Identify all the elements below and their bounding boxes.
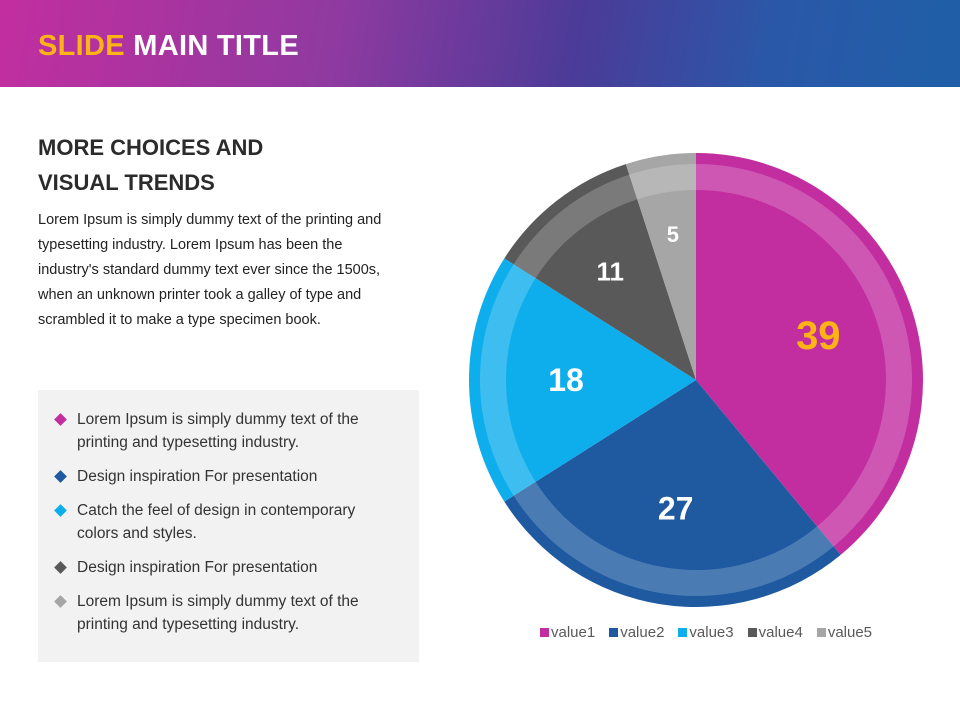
data-label-value5: 5 <box>667 222 679 247</box>
pie-slice-value1 <box>696 153 923 555</box>
slide-title: SLIDE MAIN TITLE <box>38 30 299 63</box>
bullet-item: Catch the feel of design in contemporary… <box>54 499 397 545</box>
chart-legend: value1 value2 value3 value4 value5 <box>540 624 872 641</box>
bullet-box: Lorem Ipsum is simply dummy text of the … <box>38 390 419 662</box>
bullet-item: Lorem Ipsum is simply dummy text of the … <box>54 590 397 636</box>
legend-label: value1 <box>551 624 596 641</box>
data-label-value1: 39 <box>796 314 841 358</box>
legend-item: value1 <box>540 624 595 641</box>
bullet-text: Design inspiration For presentation <box>77 559 318 576</box>
legend-swatch <box>678 628 688 637</box>
pie-slice-value4 <box>504 164 696 380</box>
header-banner: SLIDE MAIN TITLE <box>0 0 960 87</box>
legend-item: value2 <box>609 624 664 641</box>
pie-slice-value5 <box>625 153 696 380</box>
bullet-item: Design inspiration For presentation <box>54 465 397 488</box>
data-label-value2: 27 <box>658 490 694 526</box>
legend-item: value4 <box>747 624 803 641</box>
data-label-value3: 18 <box>548 362 584 398</box>
slice-ring-highlight <box>629 164 697 200</box>
slice-ring-highlight <box>513 174 638 279</box>
title-highlight: SLIDE <box>38 30 125 62</box>
slice-ring-highlight <box>695 164 912 547</box>
heading-line-1: MORE CHOICES AND <box>38 135 264 160</box>
section-heading: MORE CHOICES AND VISUAL TRENDS <box>38 130 338 200</box>
legend-label: value3 <box>689 624 734 641</box>
bullet-text: Catch the feel of design in contemporary… <box>77 502 356 542</box>
bullet-text: Design inspiration For presentation <box>77 468 318 485</box>
slice-ring-highlight <box>513 481 834 596</box>
pie-slice-value3 <box>468 258 696 502</box>
bullet-text: Lorem Ipsum is simply dummy text of the … <box>77 411 359 451</box>
slice-ring-highlight <box>480 264 536 496</box>
title-rest: MAIN TITLE <box>133 30 299 62</box>
bullet-item: Lorem Ipsum is simply dummy text of the … <box>54 408 397 454</box>
data-label-value4: 11 <box>596 256 624 286</box>
bullet-item: Design inspiration For presentation <box>54 556 397 579</box>
legend-label: value4 <box>758 624 803 641</box>
body-paragraph: Lorem Ipsum is simply dummy text of the … <box>38 212 382 328</box>
legend-swatch <box>816 628 826 637</box>
legend-label: value2 <box>620 624 665 641</box>
legend-swatch <box>609 628 619 637</box>
legend-swatch <box>747 628 757 637</box>
legend-label: value5 <box>827 624 873 641</box>
legend-item: value3 <box>678 624 734 641</box>
bullet-text: Lorem Ipsum is simply dummy text of the … <box>77 593 359 633</box>
legend-swatch <box>540 628 549 637</box>
pie-slice-value2 <box>504 380 841 607</box>
bullet-list: Lorem Ipsum is simply dummy text of the … <box>38 390 419 636</box>
legend-item: value5 <box>816 624 873 641</box>
heading-line-2: VISUAL TRENDS <box>38 170 215 195</box>
